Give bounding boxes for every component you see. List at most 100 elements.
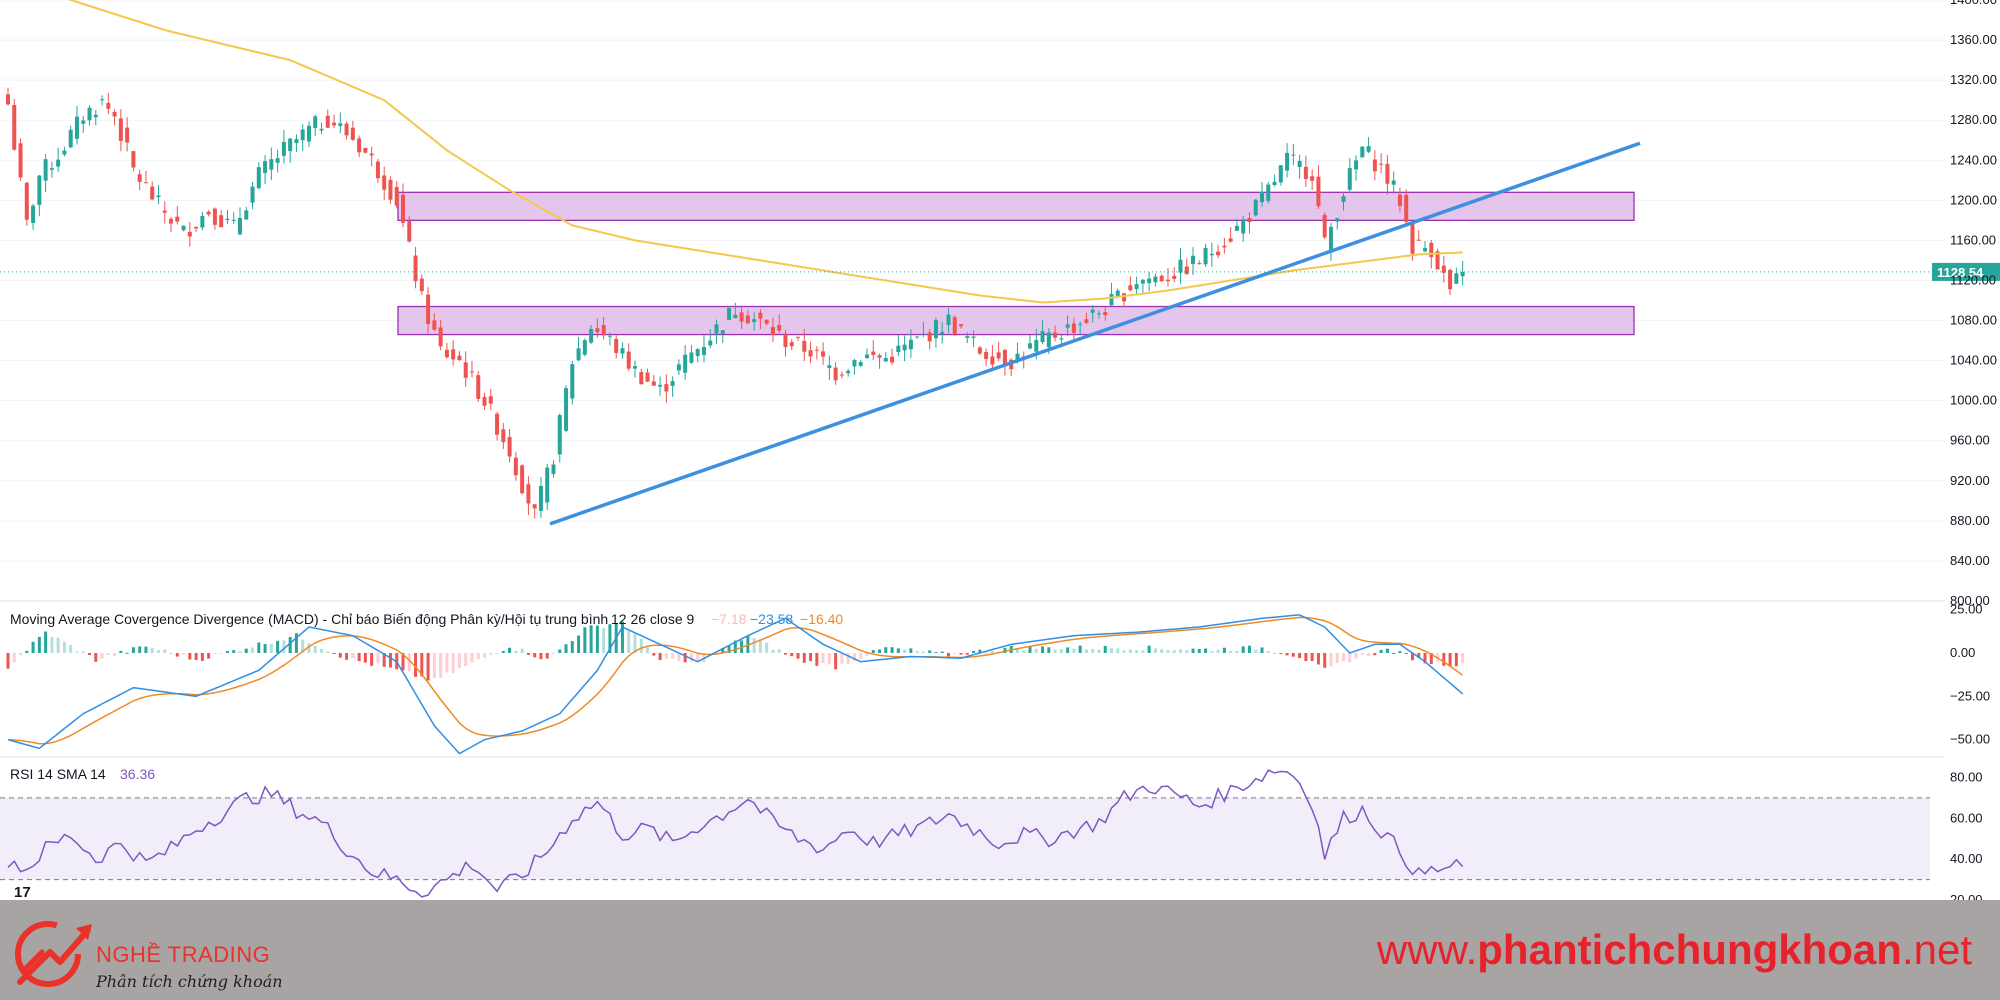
candle-body: [194, 226, 199, 229]
candle-body: [357, 138, 362, 153]
rsi-legend-title: RSI 14 SMA 14: [10, 766, 106, 782]
macd-pane[interactable]: [6, 614, 1465, 755]
macd-histogram-bar: [1329, 653, 1333, 667]
candle-body: [1090, 309, 1095, 313]
macd-histogram-bar: [320, 648, 323, 653]
macd-histogram-bar: [382, 653, 386, 667]
price-tick-label: 1280.00: [1950, 112, 1997, 127]
macd-histogram-bar: [257, 642, 261, 653]
macd-histogram-bar: [940, 651, 944, 653]
macd-histogram-bar: [903, 649, 907, 653]
macd-histogram-bar: [156, 650, 160, 653]
candle-body: [883, 357, 888, 362]
candle-body: [1015, 353, 1020, 362]
macd-histogram-bar: [1410, 653, 1414, 661]
macd-histogram-bar: [470, 653, 474, 663]
candle-body: [1053, 332, 1058, 338]
macd-histogram-bar: [909, 648, 913, 653]
candle-body: [1429, 242, 1434, 258]
candle-body: [476, 375, 481, 399]
macd-histogram-bar: [1066, 647, 1070, 653]
price-tick-label: 960.00: [1950, 433, 1990, 448]
candle-body: [570, 364, 575, 399]
trendline: [549, 141, 1641, 526]
candle-body: [532, 504, 537, 509]
candle-body: [31, 205, 36, 223]
price-pane[interactable]: 1128.54: [0, 0, 2000, 602]
rsi-tick-label: 80.00: [1950, 769, 1983, 784]
candle-body: [689, 352, 694, 363]
website-link[interactable]: www.phantichchungkhoan.net: [1377, 926, 1972, 974]
candle-body: [940, 331, 945, 334]
macd-histogram-bar: [1373, 653, 1377, 656]
macd-histogram-bar: [163, 649, 167, 653]
candle-body: [281, 141, 286, 156]
macd-histogram-bar: [326, 651, 330, 653]
macd-histogram-bar: [683, 653, 687, 663]
last-price-badge: [1932, 262, 2000, 281]
candle-body: [833, 367, 838, 381]
candle-body: [827, 365, 832, 369]
rsi-pane[interactable]: [0, 769, 1930, 898]
website-prefix: www.: [1376, 926, 1478, 973]
candle-body: [714, 324, 719, 334]
macd-histogram-bar: [294, 633, 298, 653]
candle-body: [225, 218, 230, 221]
candle-body: [1134, 284, 1139, 290]
price-zone: [397, 305, 1635, 336]
macd-histogram-bar: [551, 653, 555, 654]
macd-histogram-bar: [884, 647, 888, 653]
candle-body: [576, 348, 581, 361]
macd-histogram-bar: [414, 653, 418, 677]
price-axis[interactable]: 1400.00 1360.00 1320.00 1280.00 1240.00 1200.…: [1950, 0, 1997, 900]
macd-tick-label: 0.00: [1950, 645, 1975, 660]
macd-histogram-bar: [1247, 645, 1251, 653]
price-tick-label: 1360.00: [1950, 32, 1997, 47]
candle-body: [369, 153, 374, 156]
macd-histogram-bar: [972, 650, 976, 653]
macd-histogram-bar: [1379, 649, 1383, 653]
candle-body: [118, 118, 123, 141]
candle-body: [745, 315, 750, 324]
candle-body: [401, 194, 406, 223]
candle-body: [482, 396, 487, 406]
tradingview-logo[interactable]: 17: [14, 884, 31, 901]
macd-histogram-bar: [276, 640, 280, 653]
macd-signal-value: −16.40: [800, 611, 843, 627]
macd-histogram-bar: [1461, 653, 1465, 664]
candle-body: [846, 370, 851, 374]
candle-body: [1103, 312, 1108, 316]
candle-body: [582, 340, 587, 355]
price-tick-label: 1160.00: [1950, 232, 1996, 247]
macd-histogram-bar: [834, 653, 838, 670]
candle-body: [626, 351, 631, 369]
price-tick-label: 1320.00: [1950, 72, 1997, 87]
candle-body: [1266, 184, 1271, 201]
price-tick-label: 1040.00: [1950, 353, 1997, 368]
macd-histogram-bar: [984, 652, 988, 654]
macd-histogram-bar: [1448, 653, 1452, 667]
candle-body: [1310, 176, 1315, 181]
macd-histogram-bar: [1423, 653, 1427, 664]
candle-body: [49, 168, 54, 170]
macd-histogram-bar: [1116, 648, 1120, 653]
macd-histogram-bar: [1059, 649, 1063, 653]
chart-area[interactable]: 1128.54 1400.00 1360.00 1320.00 1280.00 1240…: [0, 0, 2000, 900]
candle-body: [156, 195, 161, 198]
candle-body: [814, 349, 819, 351]
candle-body: [463, 362, 468, 378]
macd-histogram-bar: [915, 651, 919, 653]
candle-body: [469, 371, 474, 373]
macd-histogram-bar: [401, 653, 405, 671]
macd-histogram-bar: [1335, 653, 1339, 663]
candle-body: [639, 372, 644, 385]
price-tick-label: 800.00: [1950, 593, 1990, 608]
website-domain: phantichchungkhoan: [1477, 926, 1902, 973]
candle-body: [1040, 331, 1045, 343]
candle-body: [1115, 290, 1120, 297]
macd-histogram-bar: [777, 649, 781, 653]
candle-body: [946, 314, 951, 325]
macd-histogram-bar: [357, 653, 361, 662]
candle-body: [858, 362, 863, 366]
macd-histogram-bar: [602, 627, 606, 653]
